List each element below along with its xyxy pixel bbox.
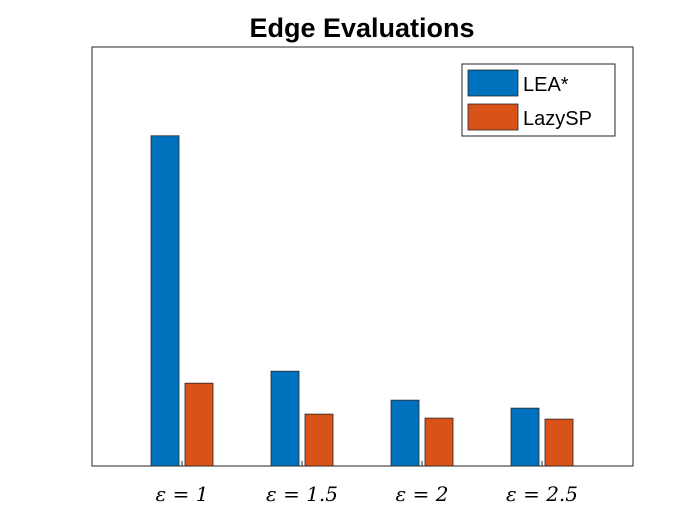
legend-swatch-lea (467, 69, 519, 97)
chart-title: Edge Evaluations (249, 13, 474, 43)
legend-label-lazysp: LazySP (523, 108, 592, 130)
x-tick-label-4: ε = 2.5 (506, 482, 578, 506)
bar-lazysp-4 (544, 418, 574, 467)
x-tick-labels: ε = 1 ε = 1.5 ε = 2 ε = 2.5 (156, 461, 578, 506)
x-tick-label-1: ε = 1 (156, 482, 209, 506)
legend-label-lea: LEA* (523, 74, 569, 96)
bars-group (150, 135, 574, 467)
legend: LEA* LazySP (461, 63, 616, 137)
bar-lea-4 (510, 407, 540, 467)
bar-lazysp-2 (304, 413, 334, 467)
bar-lea-3 (390, 399, 420, 467)
x-tick-label-3: ε = 2 (396, 482, 449, 506)
bar-lea-1 (150, 135, 180, 467)
bar-lea-2 (270, 370, 300, 467)
x-tick-label-2: ε = 1.5 (266, 482, 338, 506)
bar-lazysp-1 (184, 382, 214, 467)
legend-swatch-lazysp (467, 103, 519, 131)
bar-lazysp-3 (424, 417, 454, 467)
